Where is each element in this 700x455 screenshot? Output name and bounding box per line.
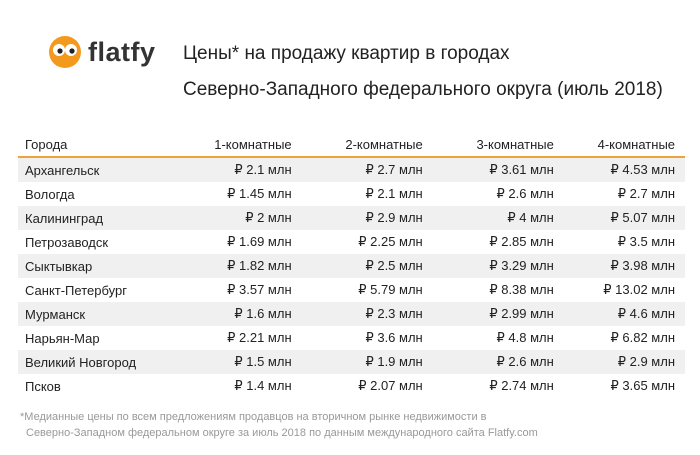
price: ₽ 2.25 млн [358,234,423,249]
table-row: Петрозаводск ₽ 1.69 млн ₽ 2.25 млн ₽ 2.85 м… [18,230,685,254]
table-row: Нарьян-Мар ₽ 2.21 млн ₽ 3.6 млн ₽ 4.8 млн ₽ … [18,326,685,350]
price: ₽ 1.82 млн [227,258,292,273]
table-row: Сыктывкар ₽ 1.82 млн ₽ 2.5 млн ₽ 3.29 млн ₽ … [18,254,685,278]
price: ₽ 3.5 млн [617,234,676,249]
footnote-line: *Медианные цены по всем предложениям про… [20,411,487,423]
table-row: Псков ₽ 1.4 млн ₽ 2.07 млн ₽ 2.74 млн ₽ 3.65… [18,374,685,398]
city: Калининград [25,210,104,226]
price: ₽ 2.1 млн [234,162,292,177]
price: ₽ 3.98 млн [610,258,676,273]
price: ₽ 2.74 млн [489,378,554,393]
price: ₽ 8.38 млн [489,282,554,297]
city: Сыктывкар [25,258,93,274]
table-row: Калининград ₽ 2 млн ₽ 2.9 млн ₽ 4 млн ₽ 5.07… [18,206,685,230]
city: Псков [25,378,61,394]
price: ₽ 4.53 млн [610,162,676,177]
price: ₽ 2.07 млн [358,378,423,393]
column-header: 4-комнатные [597,137,676,152]
price: ₽ 6.82 млн [610,330,676,345]
price: ₽ 3.29 млн [489,258,554,273]
price: ₽ 2.7 млн [617,186,676,201]
column-header: 3-комнатные [476,137,554,152]
table-row: Мурманск ₽ 1.6 млн ₽ 2.3 млн ₽ 2.99 млн ₽ 4.… [18,302,685,326]
price: ₽ 1.69 млн [227,234,292,249]
table-row: Великий Новгород ₽ 1.5 млн ₽ 1.9 млн ₽ 2.6 … [18,350,685,374]
column-header: 1-комнатные [214,137,292,152]
title: Цены* на продажу квартир в городах Северн… [183,36,663,108]
price: ₽ 2 млн [245,210,292,225]
city: Санкт-Петербург [25,282,127,298]
footnote: *Медианные цены по всем предложениям про… [20,409,538,441]
price: ₽ 2.99 млн [489,306,554,321]
column-header: Города [25,137,68,152]
city: Нарьян-Мар [25,330,100,346]
price: ₽ 3.57 млн [227,282,292,297]
table-row: Вологда ₽ 1.45 млн ₽ 2.1 млн ₽ 2.6 млн ₽ 2.7… [18,182,685,206]
price: ₽ 2.9 млн [617,354,676,369]
price: ₽ 5.07 млн [610,210,676,225]
table-row: Санкт-Петербург ₽ 3.57 млн ₽ 5.79 млн ₽ 8.3… [18,278,685,302]
price: ₽ 2.85 млн [489,234,554,249]
footnote-line: Северно-Западном федеральном округе за и… [26,427,538,439]
price: ₽ 13.02 млн [603,282,676,297]
price: ₽ 4.6 млн [617,306,676,321]
table: Города 1-комнатные 2-комнатные 3-комнатные 4… [18,133,685,398]
city: Великий Новгород [25,354,137,370]
price: ₽ 1.9 млн [365,354,423,369]
price: ₽ 3.61 млн [489,162,554,177]
title-line: Северно-Западного федерального округа (и… [183,79,663,100]
logo: flatfy [48,32,156,72]
city: Мурманск [25,306,86,322]
price: ₽ 1.45 млн [227,186,292,201]
price: ₽ 2.5 млн [365,258,423,273]
price: ₽ 2.21 млн [227,330,292,345]
price: ₽ 2.1 млн [365,186,423,201]
price: ₽ 1.6 млн [234,306,292,321]
logo-text: flatfy [88,36,156,67]
city: Вологда [25,186,75,202]
price: ₽ 4 млн [507,210,554,225]
price: ₽ 1.4 млн [234,378,292,393]
price: ₽ 2.7 млн [365,162,423,177]
title-line: Цены* на продажу квартир в городах [183,43,510,64]
price: ₽ 5.79 млн [358,282,423,297]
table-row: Архангельск ₽ 2.1 млн ₽ 2.7 млн ₽ 3.61 млн ₽… [18,158,685,182]
price: ₽ 2.3 млн [365,306,423,321]
price: ₽ 3.6 млн [365,330,423,345]
city: Петрозаводск [25,234,109,250]
price: ₽ 3.65 млн [610,378,676,393]
price: ₽ 2.9 млн [365,210,423,225]
column-header: 2-комнатные [345,137,423,152]
price: ₽ 2.6 млн [496,354,554,369]
price: ₽ 1.5 млн [234,354,292,369]
city: Архангельск [25,162,100,178]
logo-icon [49,36,81,68]
price: ₽ 2.6 млн [496,186,554,201]
price: ₽ 4.8 млн [496,330,554,345]
header-row: Города 1-комнатные 2-комнатные 3-комнатные 4… [18,133,685,158]
